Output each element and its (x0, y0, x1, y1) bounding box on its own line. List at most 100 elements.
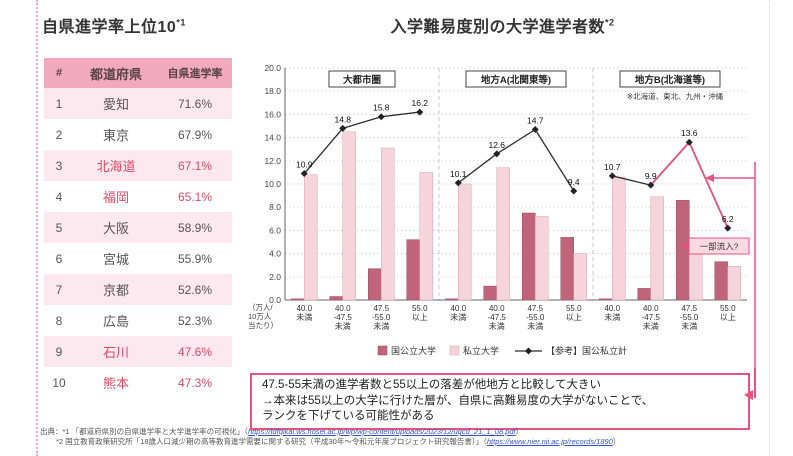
table-row: 9 石川 47.6% (44, 336, 232, 367)
x-category-label: -55.0 (372, 313, 391, 322)
data-label: 15.8 (373, 103, 390, 113)
x-category-label: 47.5 (373, 304, 389, 313)
group-label: 地方B(北海道等) (635, 74, 705, 86)
left-guide-line (36, 0, 38, 456)
table-row: 8 広島 52.3% (44, 305, 232, 336)
region-note: ※北海道、東北、九州・沖縄 (627, 91, 724, 101)
table-title-footnote-marker: *1 (176, 17, 186, 28)
table-row: 1 愛知 71.6% (44, 88, 232, 119)
rate-cell: 67.1% (177, 158, 213, 173)
y-tick-label: 12.0 (264, 156, 281, 166)
annotation-line: ランクを下げている可能性がある (262, 410, 435, 423)
total-line (612, 141, 729, 229)
rate-cell: 71.6% (177, 96, 213, 111)
x-category-label: 40.0 (450, 304, 466, 313)
legend-diamond-icon (525, 347, 532, 355)
data-point-diamond-icon (685, 138, 693, 146)
data-point-diamond-icon (647, 181, 655, 189)
annotation-line: 47.5-55未満の進学者数と55以上の落差が他地方と比較して大きい (262, 379, 601, 391)
bar-private (419, 172, 433, 301)
x-category-label: 40.0 (643, 304, 659, 313)
prefecture-cell: 東京 (102, 128, 129, 143)
data-point-diamond-icon (300, 170, 308, 178)
data-label: 16.2 (411, 98, 428, 108)
chart-title: 入学難易度別の大学進学者数*2 (250, 13, 755, 37)
university-entrants-chart: 0.0 2.0 4.0 6.0 8.0 10.0 12.0 14.0 16.0 18.0 20.0 （… (248, 63, 756, 370)
y-tick-label: 10.0 (264, 179, 281, 189)
group-label-box (619, 70, 721, 88)
bar-national-public (714, 261, 728, 301)
data-point-diamond-icon (724, 224, 732, 232)
x-category-label: 未満 (335, 321, 351, 331)
rate-cell: 67.9% (177, 127, 213, 142)
legend-swatch-private-icon (449, 345, 460, 356)
rate-cell: 52.3% (177, 313, 213, 328)
rate-cell: 47.6% (177, 344, 213, 359)
y-tick-label: 0.0 (269, 295, 281, 305)
data-label: 6.2 (722, 214, 734, 224)
bar-national-public (291, 298, 305, 301)
rank-cell: 2 (55, 127, 63, 142)
x-category-label: 47.5 (681, 304, 697, 313)
rank-cell: 10 (52, 375, 66, 390)
x-category-label: -47.5 (488, 313, 507, 322)
data-point-diamond-icon (339, 124, 347, 132)
rank-cell: 7 (55, 282, 63, 297)
bar-private (496, 167, 510, 301)
prefecture-cell: 京都 (102, 283, 129, 298)
x-category-label: 40.0 (296, 304, 312, 313)
footnote-source-1: 出典：*1 「都道府県別の自県進学率と大学進学率の可視化」（https://td… (40, 427, 524, 436)
bar-national-public (483, 285, 497, 301)
bar-national-public (637, 288, 651, 301)
y-axis-unit-label: （万人/ (248, 303, 273, 312)
rank-cell: 6 (55, 251, 63, 266)
x-category-label: -55.0 (680, 313, 699, 322)
x-category-label: 47.5 (527, 304, 543, 313)
chart-title-footnote-marker: *2 (605, 17, 615, 28)
data-point-diamond-icon (377, 113, 385, 121)
bar-private (381, 147, 395, 301)
group-label-box (465, 70, 567, 88)
rank-cell: 5 (55, 220, 63, 235)
prefecture-cell: 石川 (102, 345, 129, 360)
y-tick-label: 20.0 (264, 63, 281, 73)
prefecture-cell: 福岡 (102, 190, 129, 205)
highlight-bracket-arrow-icon (744, 390, 753, 400)
x-category-label: 55.0 (412, 304, 428, 313)
bar-private (458, 183, 472, 301)
rank-cell: 1 (55, 96, 63, 111)
legend-label-total: 【参考】国公私立計 (546, 345, 627, 356)
y-axis-unit-label: 当たり） (248, 320, 278, 330)
source-link-2[interactable]: https://www.nier.nii.ac.jp/records/1890 (486, 436, 613, 446)
x-category-label: 未満 (296, 312, 312, 322)
data-label: 12.6 (488, 140, 505, 150)
bar-national-public (599, 298, 613, 301)
rate-cell: 58.9% (177, 220, 213, 235)
y-tick-label: 8.0 (269, 202, 281, 212)
prefecture-table: # 都道府県 自県進学率 1 愛知 71.6% 2 東京 67.9% 3 北海道 67.1% 4 福… (44, 58, 232, 398)
x-category-label: -47.5 (334, 313, 353, 322)
rate-cell: 55.9% (177, 251, 213, 266)
prefecture-cell: 愛知 (102, 97, 129, 112)
data-label: 10.1 (450, 169, 467, 179)
inflow-arrow-head-icon (705, 174, 714, 182)
source-link-1[interactable]: https://tdfqikai.ws.hosei.ac.jp/wp/wp-co… (247, 427, 516, 436)
x-category-label: 55.0 (566, 304, 582, 313)
bar-private (535, 216, 549, 301)
bar-national-public (406, 239, 420, 301)
highlight-bracket-line (754, 368, 756, 398)
prefecture-cell: 熊本 (102, 376, 129, 391)
bar-private (612, 176, 626, 301)
prefecture-cell: 宮城 (102, 252, 129, 267)
x-category-label: 未満 (681, 321, 697, 331)
bar-private (727, 266, 741, 301)
rate-cell: 65.1% (177, 189, 213, 204)
x-category-label: 未満 (450, 312, 466, 322)
table-title: 自県進学率上位10*1 (42, 13, 186, 37)
table-header: # 都道府県 自県進学率 (44, 58, 232, 88)
footnote-source-2: *2 国立教育政策研究所「18歳人口減少期の高等教育進学需要に関する研究（平成3… (56, 436, 621, 446)
column-header-rank: # (55, 67, 63, 79)
x-category-label: 40.0 (335, 304, 351, 313)
column-header-rate: 自県進学率 (167, 68, 223, 80)
y-tick-label: 16.0 (264, 109, 281, 119)
